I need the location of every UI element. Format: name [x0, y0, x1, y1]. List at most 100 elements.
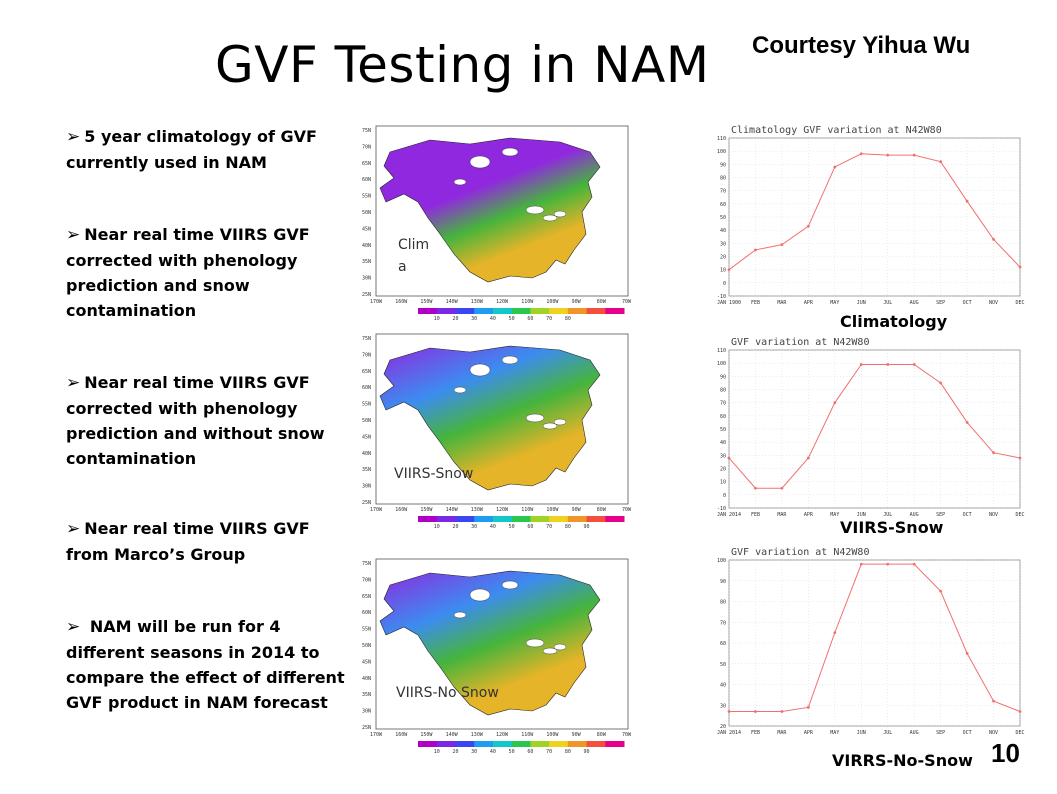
x-tick-label: NOV [989, 300, 998, 306]
lake-shape [525, 205, 545, 215]
data-point [965, 651, 969, 655]
lake-shape [453, 611, 467, 619]
y-tick-label: 100 [717, 361, 726, 367]
y-tick-label: 110 [717, 136, 726, 142]
data-point [859, 363, 863, 366]
x-tick-label: MAY [830, 300, 839, 306]
page-number: 10 [991, 738, 1020, 768]
lon-tick-label: 150W [420, 299, 433, 305]
lat-tick-label: 25N [362, 725, 371, 731]
lat-tick-label: 25N [362, 500, 371, 506]
data-point [806, 456, 810, 460]
lon-tick-label: 150W [420, 732, 433, 738]
lake-shape [453, 386, 467, 394]
data-point [780, 486, 784, 490]
map-panel-viirs-snow: 75N 70N 65N 60N 55N 50N 45N 40N 35N 30N 25N 170W 160… [360, 330, 632, 530]
lon-tick-label: 80W [597, 732, 607, 738]
colorbar-tick-label: 50 [509, 316, 515, 322]
chart-title: GVF variation at N42W80 [731, 337, 869, 348]
y-tick-label: 100 [717, 149, 726, 155]
y-tick-label: 40 [720, 683, 726, 689]
x-tick-label: JUL [883, 512, 892, 518]
x-tick-label: JAN 2014 [717, 730, 741, 736]
y-tick-label: 0 [723, 281, 726, 287]
lon-tick-label: 120W [496, 507, 509, 513]
colorbar-swatch [530, 308, 550, 314]
lon-tick-label: 110W [521, 299, 534, 305]
y-tick-label: -10 [717, 294, 726, 300]
map-label-clima: Clim a [398, 234, 429, 278]
colorbar-swatch [455, 741, 475, 747]
data-point [939, 589, 943, 593]
colorbar-tick-label: 30 [471, 749, 477, 755]
data-point [939, 381, 943, 385]
lake-shape [453, 178, 467, 186]
bullet-item: ➢ 5 year climatology of GVF currently use… [66, 124, 346, 175]
data-point [912, 363, 916, 366]
bullet-item: ➢ Near real time VIIRS GVF from Marco’s G… [66, 516, 346, 567]
data-point [1018, 710, 1022, 713]
colorbar-swatch [586, 308, 606, 314]
lon-tick-label: 130W [471, 507, 484, 513]
lon-tick-label: 120W [496, 299, 509, 305]
lon-tick-label: 170W [370, 732, 383, 738]
colorbar-swatch [567, 741, 588, 747]
data-point [780, 243, 784, 247]
data-point [833, 631, 837, 635]
x-tick-label: JAN 2014 [717, 512, 741, 518]
series-line [729, 563, 1021, 712]
y-tick-label: 40 [720, 440, 726, 446]
lat-tick-label: 65N [362, 161, 371, 167]
y-tick-label: 60 [720, 414, 726, 420]
colorbar-tick-label: 10 [434, 524, 440, 530]
colorbar-swatch [586, 516, 606, 522]
plot-area [728, 137, 1021, 297]
lat-tick-label: 70N [362, 144, 371, 150]
lake-shape [469, 588, 491, 602]
data-point [727, 268, 731, 272]
lon-tick-label: 150W [420, 507, 433, 513]
lon-tick-label: 140W [446, 299, 459, 305]
chart-climatology: Climatology GVF variation at N42W80 -10 0 1… [717, 125, 1025, 306]
lon-tick-label: 140W [446, 507, 459, 513]
colorbar-tick-label: 70 [546, 316, 552, 322]
colorbar-swatch [474, 741, 494, 747]
colorbar-tick-label: 60 [527, 749, 533, 755]
data-point [886, 363, 890, 366]
lake-shape [501, 147, 519, 157]
lon-tick-label: 90W [572, 299, 582, 305]
colorbar-tick-label: 20 [452, 524, 458, 530]
lat-tick-label: 50N [362, 418, 371, 424]
lake-shape [542, 422, 558, 430]
colorbar-tick-label: 40 [490, 524, 496, 530]
map-label-viirs-no-snow: VIIRS-No Snow [396, 685, 499, 701]
data-point [833, 165, 837, 169]
y-tick-label: 70 [720, 401, 726, 407]
x-tick-label: OCT [963, 300, 972, 306]
bullet-text: Near real time VIIRS GVF from Marco’s Gr… [66, 519, 310, 564]
colorbar-tick-label: 10 [434, 316, 440, 322]
lon-tick-label: 130W [471, 299, 484, 305]
lon-tick-label: 70W [622, 299, 632, 305]
data-point [806, 705, 810, 709]
chart-caption-viirs-snow: VIIRS-Snow [840, 518, 944, 537]
colorbar-tick-label: 80 [565, 524, 571, 530]
lat-tick-label: 60N [362, 385, 371, 391]
data-point [1018, 265, 1022, 269]
lat-tick-label: 55N [362, 627, 371, 633]
data-point [886, 153, 890, 157]
data-point [859, 562, 863, 566]
data-point [780, 710, 784, 713]
x-tick-label: APR [804, 300, 814, 306]
lake-shape [525, 413, 545, 423]
y-tick-label: 30 [720, 703, 726, 709]
lat-tick-label: 55N [362, 402, 371, 408]
lat-tick-label: 60N [362, 610, 371, 616]
map-label-line: a [398, 259, 407, 275]
slide-title: GVF Testing in NAM [215, 36, 710, 94]
chart-viirs-snow: GVF variation at N42W80 -10 0 10 20 30 40 50 60 7… [717, 337, 1025, 518]
colorbar-swatch [549, 516, 569, 522]
lat-tick-label: 50N [362, 643, 371, 649]
lat-tick-label: 70N [362, 577, 371, 583]
